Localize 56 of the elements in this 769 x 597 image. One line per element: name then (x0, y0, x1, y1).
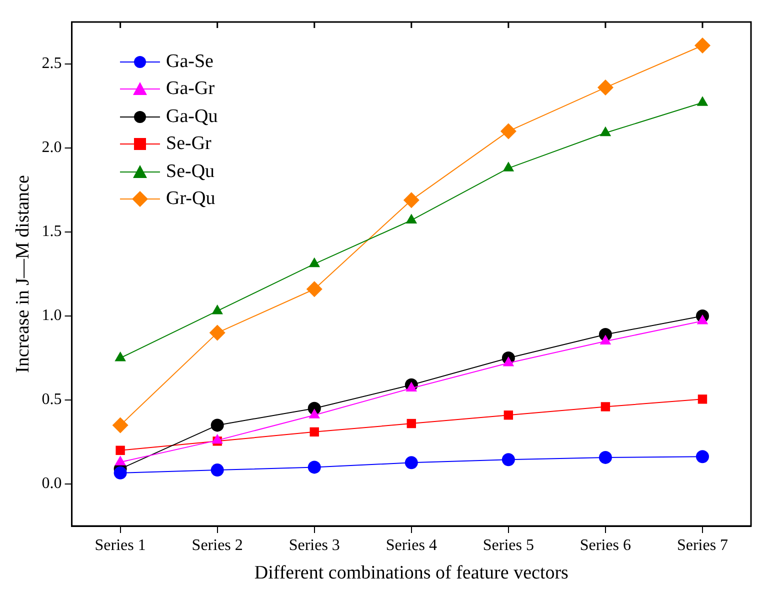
x-axis-title: Different combinations of feature vectors (254, 562, 568, 584)
legend-label: Se-Gr (166, 133, 212, 156)
point (403, 192, 420, 208)
y-tick-label: 1.5 (42, 223, 62, 240)
point (114, 352, 126, 362)
y-tick-label: 0.5 (42, 391, 62, 408)
point (406, 382, 418, 392)
point (502, 453, 515, 466)
legend-label: Ga-Se (166, 50, 214, 73)
point (500, 123, 516, 140)
legend-label: Ga-Gr (166, 78, 215, 100)
x-tick-label: Series 3 (288, 536, 340, 554)
point (696, 314, 708, 324)
x-tick-label: Series 1 (94, 536, 146, 554)
point (696, 450, 709, 464)
y-tick-label: 0.0 (42, 475, 62, 492)
point (210, 418, 224, 432)
point (212, 304, 223, 314)
legend-label: Ga-Qu (166, 106, 218, 128)
point (504, 410, 514, 420)
y-tick-label: 2.0 (42, 139, 62, 156)
point (114, 466, 127, 480)
point (112, 417, 128, 434)
point (114, 456, 126, 466)
point (600, 126, 612, 136)
x-tick-label: Series 4 (386, 536, 437, 554)
point (310, 427, 319, 437)
legend-label: Se-Qu (166, 160, 215, 183)
point (698, 394, 708, 404)
point (597, 80, 614, 96)
point (502, 356, 514, 366)
point (306, 281, 322, 298)
point (406, 214, 418, 224)
x-tick-label: Series 6 (580, 536, 632, 554)
y-axis-title: Increase in J—M distance (12, 175, 34, 373)
x-tick-label: Series 2 (192, 536, 243, 554)
point (116, 446, 125, 455)
point (212, 434, 223, 444)
point (308, 257, 320, 268)
x-tick-label: Series 7 (676, 536, 728, 554)
x-tick-label: Series 5 (482, 536, 534, 554)
point (696, 96, 708, 106)
point (598, 450, 612, 464)
y-tick-label: 1.0 (42, 307, 62, 324)
point (404, 456, 418, 470)
point (210, 464, 224, 477)
point (600, 402, 610, 412)
point (600, 334, 612, 344)
point (694, 38, 710, 54)
point (308, 408, 320, 418)
y-tick-label: 2.5 (42, 55, 62, 72)
point (308, 460, 321, 474)
legend-label: Gr-Qu (166, 188, 216, 210)
point (406, 418, 416, 428)
point (502, 162, 514, 172)
point (209, 324, 226, 341)
